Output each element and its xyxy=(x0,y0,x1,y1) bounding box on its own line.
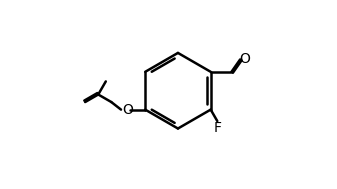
Text: F: F xyxy=(213,121,221,135)
Text: O: O xyxy=(122,103,133,117)
Text: O: O xyxy=(239,52,250,66)
